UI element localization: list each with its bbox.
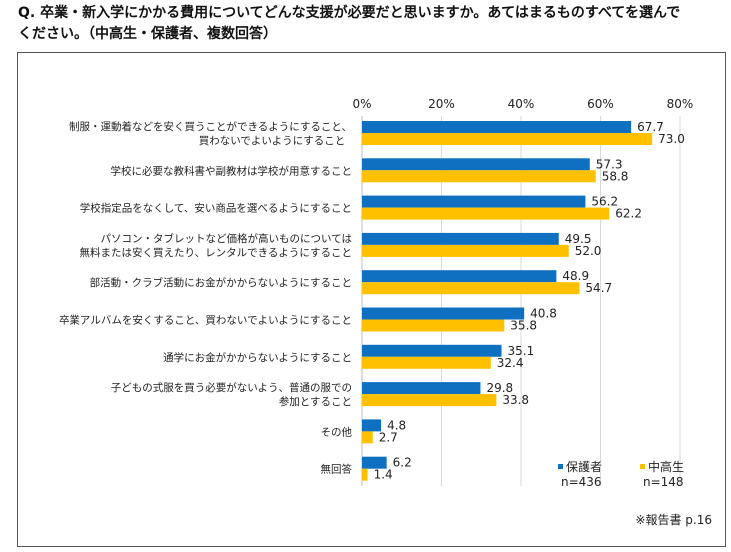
data-label: 56.2 bbox=[591, 195, 618, 209]
data-label: 52.0 bbox=[575, 244, 602, 258]
bar-parent bbox=[362, 270, 557, 283]
data-label: 4.8 bbox=[387, 418, 406, 432]
bar-parent bbox=[362, 158, 590, 171]
category-label: 無回答 bbox=[321, 463, 353, 476]
x-tick-label: 20% bbox=[428, 97, 455, 111]
bar-parent bbox=[362, 419, 382, 432]
category-label: 制服・運動着などを安く買うことができるようにすること、 bbox=[69, 120, 352, 133]
bar-parent bbox=[362, 382, 481, 395]
data-label: 73.0 bbox=[658, 132, 685, 146]
category-label: パソコン・タブレットなど価格が高いものについては bbox=[101, 232, 352, 245]
category-label: 参加とすること bbox=[279, 395, 352, 408]
data-label: 40.8 bbox=[530, 307, 557, 321]
data-label: 1.4 bbox=[374, 468, 393, 482]
data-label: 58.8 bbox=[602, 169, 629, 183]
category-label: 部活動・クラブ活動にお金がかからないようにすること bbox=[90, 276, 352, 289]
chart-frame bbox=[17, 52, 726, 547]
data-label: 29.8 bbox=[486, 381, 513, 395]
data-label: 35.8 bbox=[510, 319, 537, 333]
data-label: 35.1 bbox=[508, 344, 535, 358]
x-tick-label: 60% bbox=[587, 97, 614, 111]
legend-n: n=436 bbox=[561, 475, 602, 489]
title-line-2: ください。（中高生・保護者、複数回答） bbox=[18, 26, 277, 42]
data-label: 48.9 bbox=[562, 269, 589, 283]
bar-student bbox=[362, 356, 491, 369]
bar-parent bbox=[362, 344, 502, 357]
category-label: その他 bbox=[321, 425, 353, 438]
bar-student bbox=[362, 207, 610, 220]
source-note: ※報告書 p.16 bbox=[635, 513, 712, 527]
legend-label: 保護者 bbox=[566, 459, 602, 474]
data-label: 62.2 bbox=[615, 207, 642, 221]
category-label: 学校指定品をなくして、安い商品を選べるようにすること bbox=[80, 202, 352, 215]
data-label: 54.7 bbox=[585, 281, 612, 295]
bar-student bbox=[362, 319, 505, 332]
data-label: 49.5 bbox=[565, 232, 592, 246]
bar-student bbox=[362, 468, 368, 481]
bar-parent bbox=[362, 232, 559, 245]
bar-parent bbox=[362, 195, 586, 208]
bar-student bbox=[362, 282, 580, 295]
bar-student bbox=[362, 431, 373, 444]
data-label: 57.3 bbox=[596, 157, 623, 171]
bar-student bbox=[362, 170, 596, 183]
category-label: 学校に必要な教科書や副教材は学校が用意すること bbox=[111, 164, 353, 177]
bar-student bbox=[362, 133, 653, 145]
bar-student bbox=[362, 394, 497, 407]
bar-parent bbox=[362, 307, 525, 320]
legend-swatch bbox=[558, 464, 563, 469]
bar-parent bbox=[362, 121, 632, 133]
data-label: 32.4 bbox=[497, 356, 524, 370]
legend-swatch bbox=[640, 464, 645, 469]
data-label: 33.8 bbox=[502, 393, 529, 407]
x-tick-label: 0% bbox=[352, 97, 371, 111]
data-label: 2.7 bbox=[379, 430, 398, 444]
category-label: 無料または安く買えたり、レンタルできるようにすること bbox=[80, 246, 352, 259]
category-label: 通学にお金がかからないようにすること bbox=[163, 351, 352, 364]
data-label: 6.2 bbox=[393, 456, 412, 470]
category-label: 卒業アルバムを安くすること、買わないでよいようにすること bbox=[59, 314, 352, 327]
bar-parent bbox=[362, 456, 387, 469]
question-title: Q. 卒業・新入学にかかる費用についてどんな支援が必要だと思いますか。あてはまる… bbox=[18, 3, 718, 45]
title-line-1: Q. 卒業・新入学にかかる費用についてどんな支援が必要だと思いますか。あてはまる… bbox=[18, 5, 681, 21]
x-tick-label: 40% bbox=[508, 97, 535, 111]
bar-student bbox=[362, 244, 569, 257]
data-label: 67.7 bbox=[637, 120, 664, 134]
category-label: 子どもの式服を買う必要がないよう、普通の服での bbox=[111, 381, 352, 394]
category-label: 買わないでよいようにすること bbox=[199, 135, 346, 147]
legend-label: 中高生 bbox=[648, 459, 684, 474]
legend-n: n=148 bbox=[643, 475, 684, 489]
x-tick-label: 80% bbox=[667, 97, 694, 111]
